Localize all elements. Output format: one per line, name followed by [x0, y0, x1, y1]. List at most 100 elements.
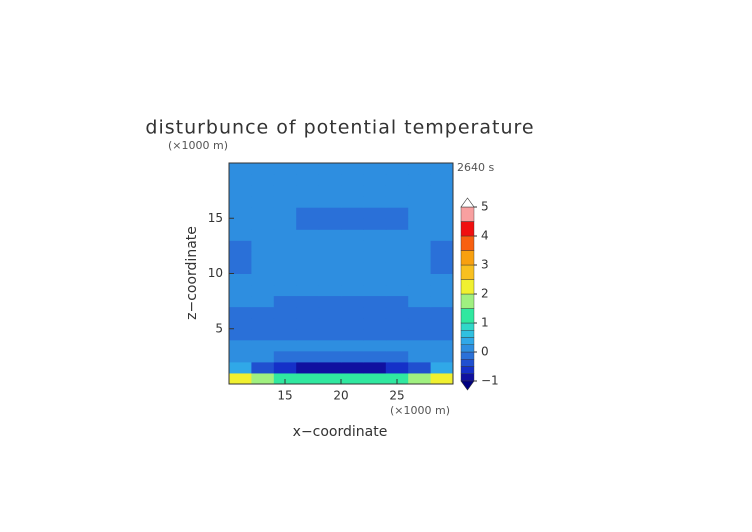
contour-cell — [273, 284, 297, 297]
contour-cell — [318, 240, 342, 252]
contour-cell — [385, 361, 409, 374]
contour-cell — [318, 185, 342, 197]
contour-cell — [430, 218, 454, 230]
contour-cell — [251, 350, 275, 363]
contour-cell — [251, 306, 275, 319]
contour-cell — [229, 218, 252, 230]
contour-cell — [363, 350, 387, 363]
contour-cell — [296, 174, 320, 186]
contour-cell — [251, 284, 275, 297]
contour-cell — [273, 218, 297, 230]
contour-cell — [296, 295, 320, 308]
contour-cell — [229, 273, 252, 286]
contour-cell — [296, 240, 320, 252]
colorbar-under — [460, 380, 475, 391]
contour-cell — [273, 273, 297, 286]
contour-cell — [318, 306, 342, 319]
contour-cell — [229, 163, 252, 175]
contour-cell — [363, 372, 387, 385]
contour-cell — [318, 339, 342, 352]
contour-cell — [430, 295, 454, 308]
contour-cell — [318, 295, 342, 308]
contour-cell — [229, 372, 252, 385]
contour-cell — [273, 295, 297, 308]
contour-cell — [229, 295, 252, 308]
contour-cell — [363, 218, 387, 230]
contour-cell — [430, 284, 454, 297]
contour-cell — [363, 328, 387, 341]
colorbar-segment — [460, 235, 475, 251]
contour-cell — [273, 163, 297, 175]
contour-cell — [318, 262, 342, 274]
colorbar-tick-label: 0 — [481, 345, 489, 359]
contour-cell — [273, 196, 297, 208]
contour-cell — [296, 262, 320, 274]
x-tick-label: 20 — [333, 389, 348, 403]
contour-cell — [296, 218, 320, 230]
contour-cell — [385, 163, 409, 175]
contour-cell — [341, 328, 364, 341]
contour-cell — [430, 174, 454, 186]
contour-cell — [408, 317, 432, 330]
contour-cell — [385, 372, 409, 385]
contour-cell — [318, 361, 342, 374]
colorbar-segment — [460, 344, 475, 353]
contour-cell — [408, 273, 432, 286]
contour-cell — [363, 284, 387, 297]
colorbar-segment — [460, 279, 475, 295]
contour-cell — [430, 273, 454, 286]
contour-cell — [430, 163, 454, 175]
contour-cell — [229, 229, 252, 241]
colorbar-segment — [460, 359, 475, 367]
colorbar-segment — [460, 337, 475, 345]
contour-cell — [385, 350, 409, 363]
contour-cell — [273, 229, 297, 241]
contour-cell — [363, 174, 387, 186]
contour-cell — [385, 174, 409, 186]
x-tick-label: 25 — [389, 389, 404, 403]
contour-cell — [341, 207, 364, 219]
x-tick-label: 15 — [277, 389, 292, 403]
colorbar-segment — [460, 308, 475, 324]
contour-cell — [408, 306, 432, 319]
chart-title: disturbunce of potential temperature — [145, 117, 534, 139]
contour-cell — [273, 328, 297, 341]
contour-cell — [341, 361, 364, 374]
contour-cell — [229, 317, 252, 330]
contour-cell — [430, 207, 454, 219]
contour-cell — [363, 240, 387, 252]
contour-cell — [341, 317, 364, 330]
contour-cell — [385, 273, 409, 286]
contour-cell — [363, 306, 387, 319]
y-axis-label: z−coordinate — [184, 226, 200, 320]
y-unit-label: (×1000 m) — [168, 139, 228, 152]
contour-cell — [296, 372, 320, 385]
contour-cell — [408, 174, 432, 186]
contour-cell — [341, 163, 364, 175]
contour-cell — [251, 174, 275, 186]
contour-cell — [408, 372, 432, 385]
contour-cell — [430, 361, 454, 374]
contour-cell — [229, 207, 252, 219]
contour-cell — [251, 317, 275, 330]
contour-cell — [318, 284, 342, 297]
contour-cell — [273, 207, 297, 219]
contour-cell — [229, 240, 252, 252]
contour-cell — [229, 196, 252, 208]
contour-cell — [341, 273, 364, 286]
contour-cell — [408, 196, 432, 208]
contour-cell — [273, 306, 297, 319]
colorbar-segment — [460, 366, 475, 374]
contour-cell — [385, 229, 409, 241]
contour-cell — [273, 372, 297, 385]
contour-cell — [385, 317, 409, 330]
contour-cell — [430, 229, 454, 241]
colorbar-tick-label: 2 — [481, 287, 489, 301]
contour-cell — [385, 295, 409, 308]
contour-cell — [296, 328, 320, 341]
contour-cell — [296, 185, 320, 197]
contour-cell — [408, 240, 432, 252]
contour-cell — [229, 339, 252, 352]
contour-cell — [363, 163, 387, 175]
